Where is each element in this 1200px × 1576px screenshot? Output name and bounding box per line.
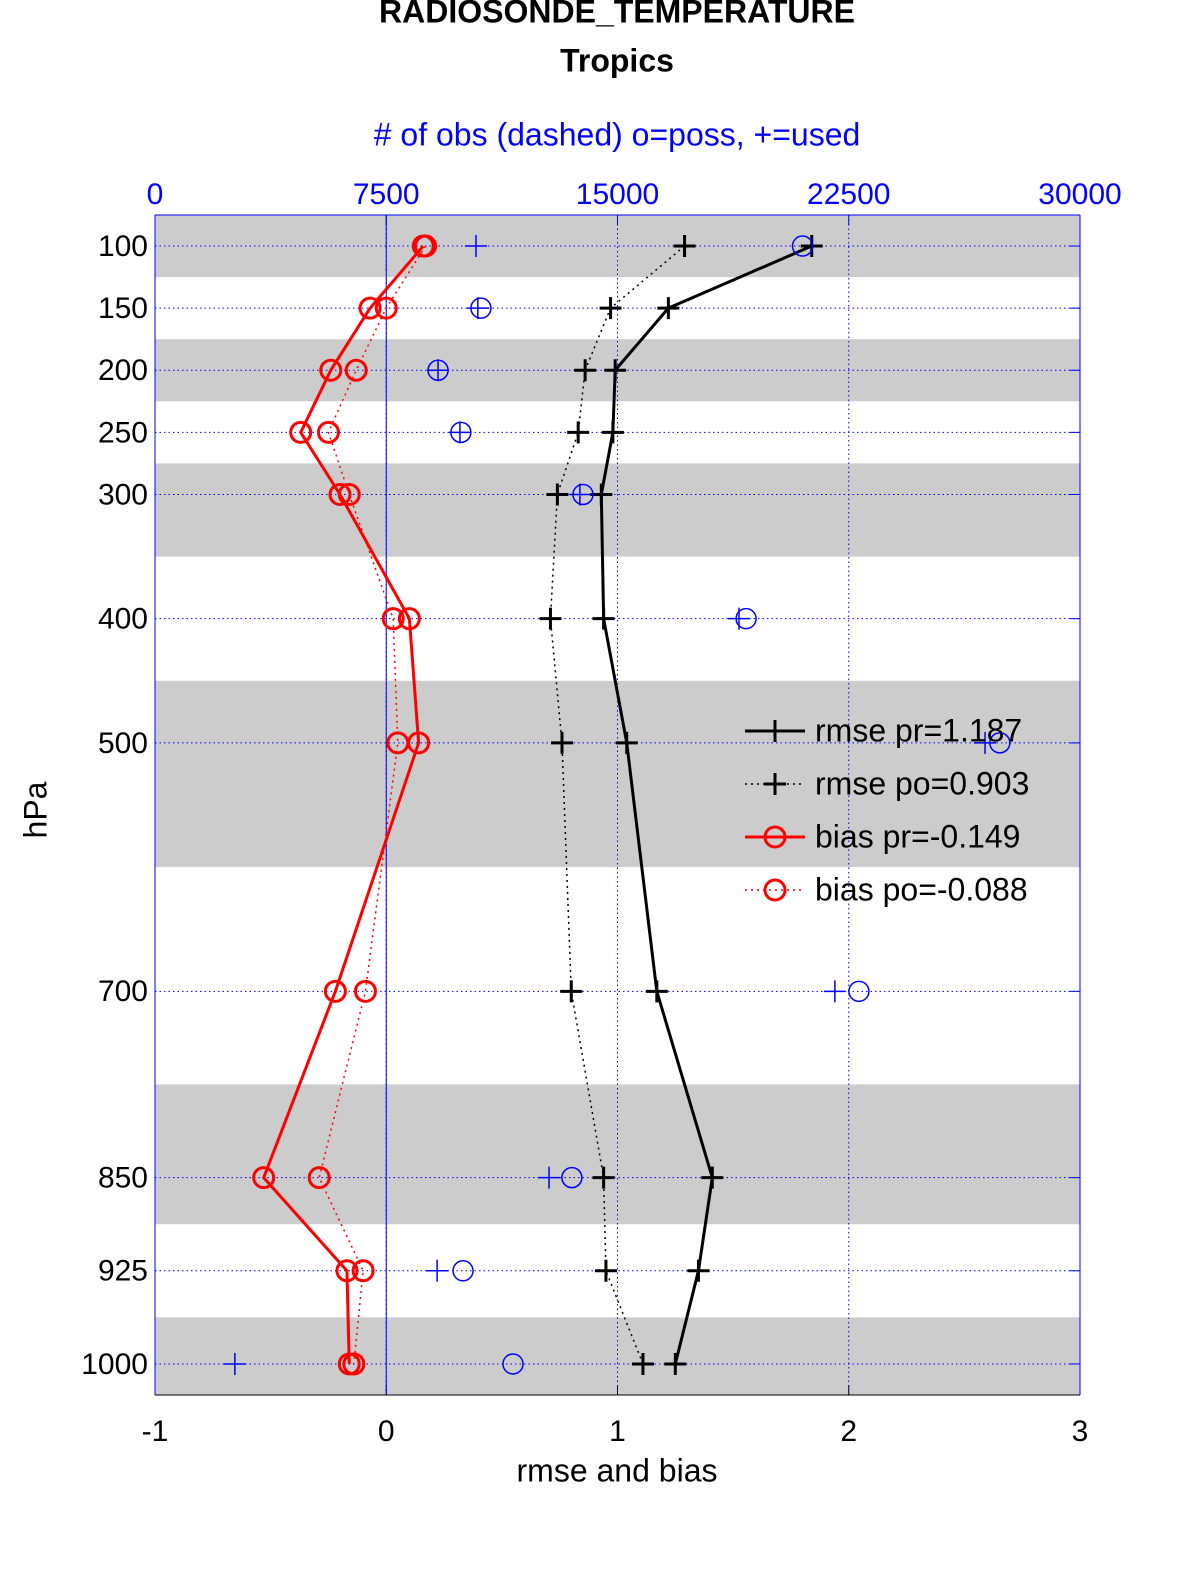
data-marker	[615, 731, 638, 754]
band	[155, 1084, 1080, 1225]
data-marker	[687, 1259, 710, 1282]
data-marker	[252, 1166, 276, 1190]
data-marker	[590, 483, 613, 506]
data-marker	[568, 483, 591, 506]
y-tick-label: 200	[98, 354, 148, 387]
data-marker	[502, 1353, 524, 1375]
data-marker	[701, 1166, 724, 1189]
data-marker	[319, 358, 343, 382]
data-marker	[592, 607, 615, 630]
data-marker	[307, 1166, 331, 1190]
data-marker	[351, 1259, 375, 1283]
data-marker	[414, 234, 438, 258]
y-tick-label: 500	[98, 727, 148, 760]
data-marker	[386, 731, 410, 755]
data-marker	[592, 1166, 615, 1189]
series-line	[549, 245, 686, 1365]
band	[155, 463, 1080, 557]
data-marker	[427, 359, 450, 382]
x-tick-label: 2	[840, 1415, 857, 1448]
series-line	[261, 245, 425, 1364]
data-marker	[342, 1352, 366, 1376]
data-marker	[448, 421, 471, 444]
x-tick-label: 0	[378, 1415, 395, 1448]
data-marker	[374, 296, 398, 320]
data-marker	[791, 235, 814, 257]
legend-marker	[764, 720, 786, 742]
data-marker	[645, 980, 668, 1003]
y-tick-label: 300	[98, 478, 148, 511]
x2-axis-label: # of obs (dashed) o=poss, +=used	[374, 116, 861, 152]
data-marker	[599, 297, 622, 320]
data-marker	[664, 1352, 687, 1375]
y-tick-label: 400	[98, 603, 148, 636]
x2-tick-label: 0	[147, 178, 164, 211]
chart-subtitle: Tropics	[560, 42, 674, 78]
x2-tick-label: 22500	[807, 178, 890, 211]
y-tick-label: 700	[98, 975, 148, 1008]
chart-title: RADIOSONDE_TEMPERATURE	[379, 0, 855, 29]
data-marker	[551, 731, 573, 754]
data-marker	[381, 607, 405, 631]
x2-tick-label: 30000	[1038, 178, 1121, 211]
x2-tick-label: 7500	[353, 178, 420, 211]
data-marker	[223, 1352, 246, 1375]
x-tick-label: 1	[609, 1415, 626, 1448]
data-marker	[594, 1259, 617, 1282]
x-axis-label: rmse and bias	[517, 1452, 718, 1488]
data-marker	[974, 731, 997, 754]
data-marker	[397, 607, 421, 631]
data-marker	[337, 482, 361, 506]
data-marker	[546, 483, 569, 506]
y-tick-label: 1000	[81, 1348, 148, 1381]
data-marker	[335, 1259, 359, 1283]
legend-marker	[763, 825, 787, 849]
data-marker	[466, 297, 489, 320]
x-tick-label: 3	[1072, 1415, 1089, 1448]
data-marker	[574, 359, 597, 382]
data-marker	[604, 359, 627, 382]
data-marker	[601, 421, 624, 444]
x2-tick-label: 15000	[576, 178, 659, 211]
legend-label: bias po=-0.088	[815, 871, 1028, 907]
data-marker	[289, 420, 313, 444]
y-tick-label: 925	[98, 1255, 148, 1288]
data-marker	[657, 297, 680, 320]
data-marker	[323, 979, 347, 1003]
y-tick-label: 150	[98, 292, 148, 325]
band	[155, 1317, 1080, 1395]
data-marker	[848, 980, 870, 1003]
y-axis-label: hPa	[17, 781, 53, 838]
y-tick-label: 250	[98, 416, 148, 449]
x-tick-label: -1	[142, 1415, 169, 1448]
data-marker	[464, 235, 487, 258]
y-tick-label: 850	[98, 1162, 148, 1195]
legend-marker	[764, 773, 786, 795]
data-marker	[567, 421, 590, 444]
data-marker	[353, 979, 377, 1003]
legend-label: rmse po=0.903	[815, 765, 1029, 801]
data-marker	[344, 358, 368, 382]
data-marker	[452, 1260, 474, 1282]
data-marker	[561, 1166, 583, 1189]
data-marker	[727, 607, 750, 630]
data-marker	[538, 1166, 561, 1189]
data-marker	[426, 1259, 449, 1282]
legend-label: bias pr=-0.149	[815, 818, 1020, 854]
data-marker	[316, 420, 340, 444]
series-line	[318, 245, 427, 1365]
legend-marker	[763, 878, 787, 902]
data-marker	[560, 980, 583, 1003]
data-marker	[539, 607, 562, 630]
data-marker	[823, 980, 846, 1003]
data-marker	[673, 235, 696, 258]
data-marker	[358, 296, 382, 320]
legend-label: rmse pr=1.187	[815, 712, 1022, 748]
y-tick-label: 100	[98, 230, 148, 263]
data-marker	[631, 1352, 654, 1375]
